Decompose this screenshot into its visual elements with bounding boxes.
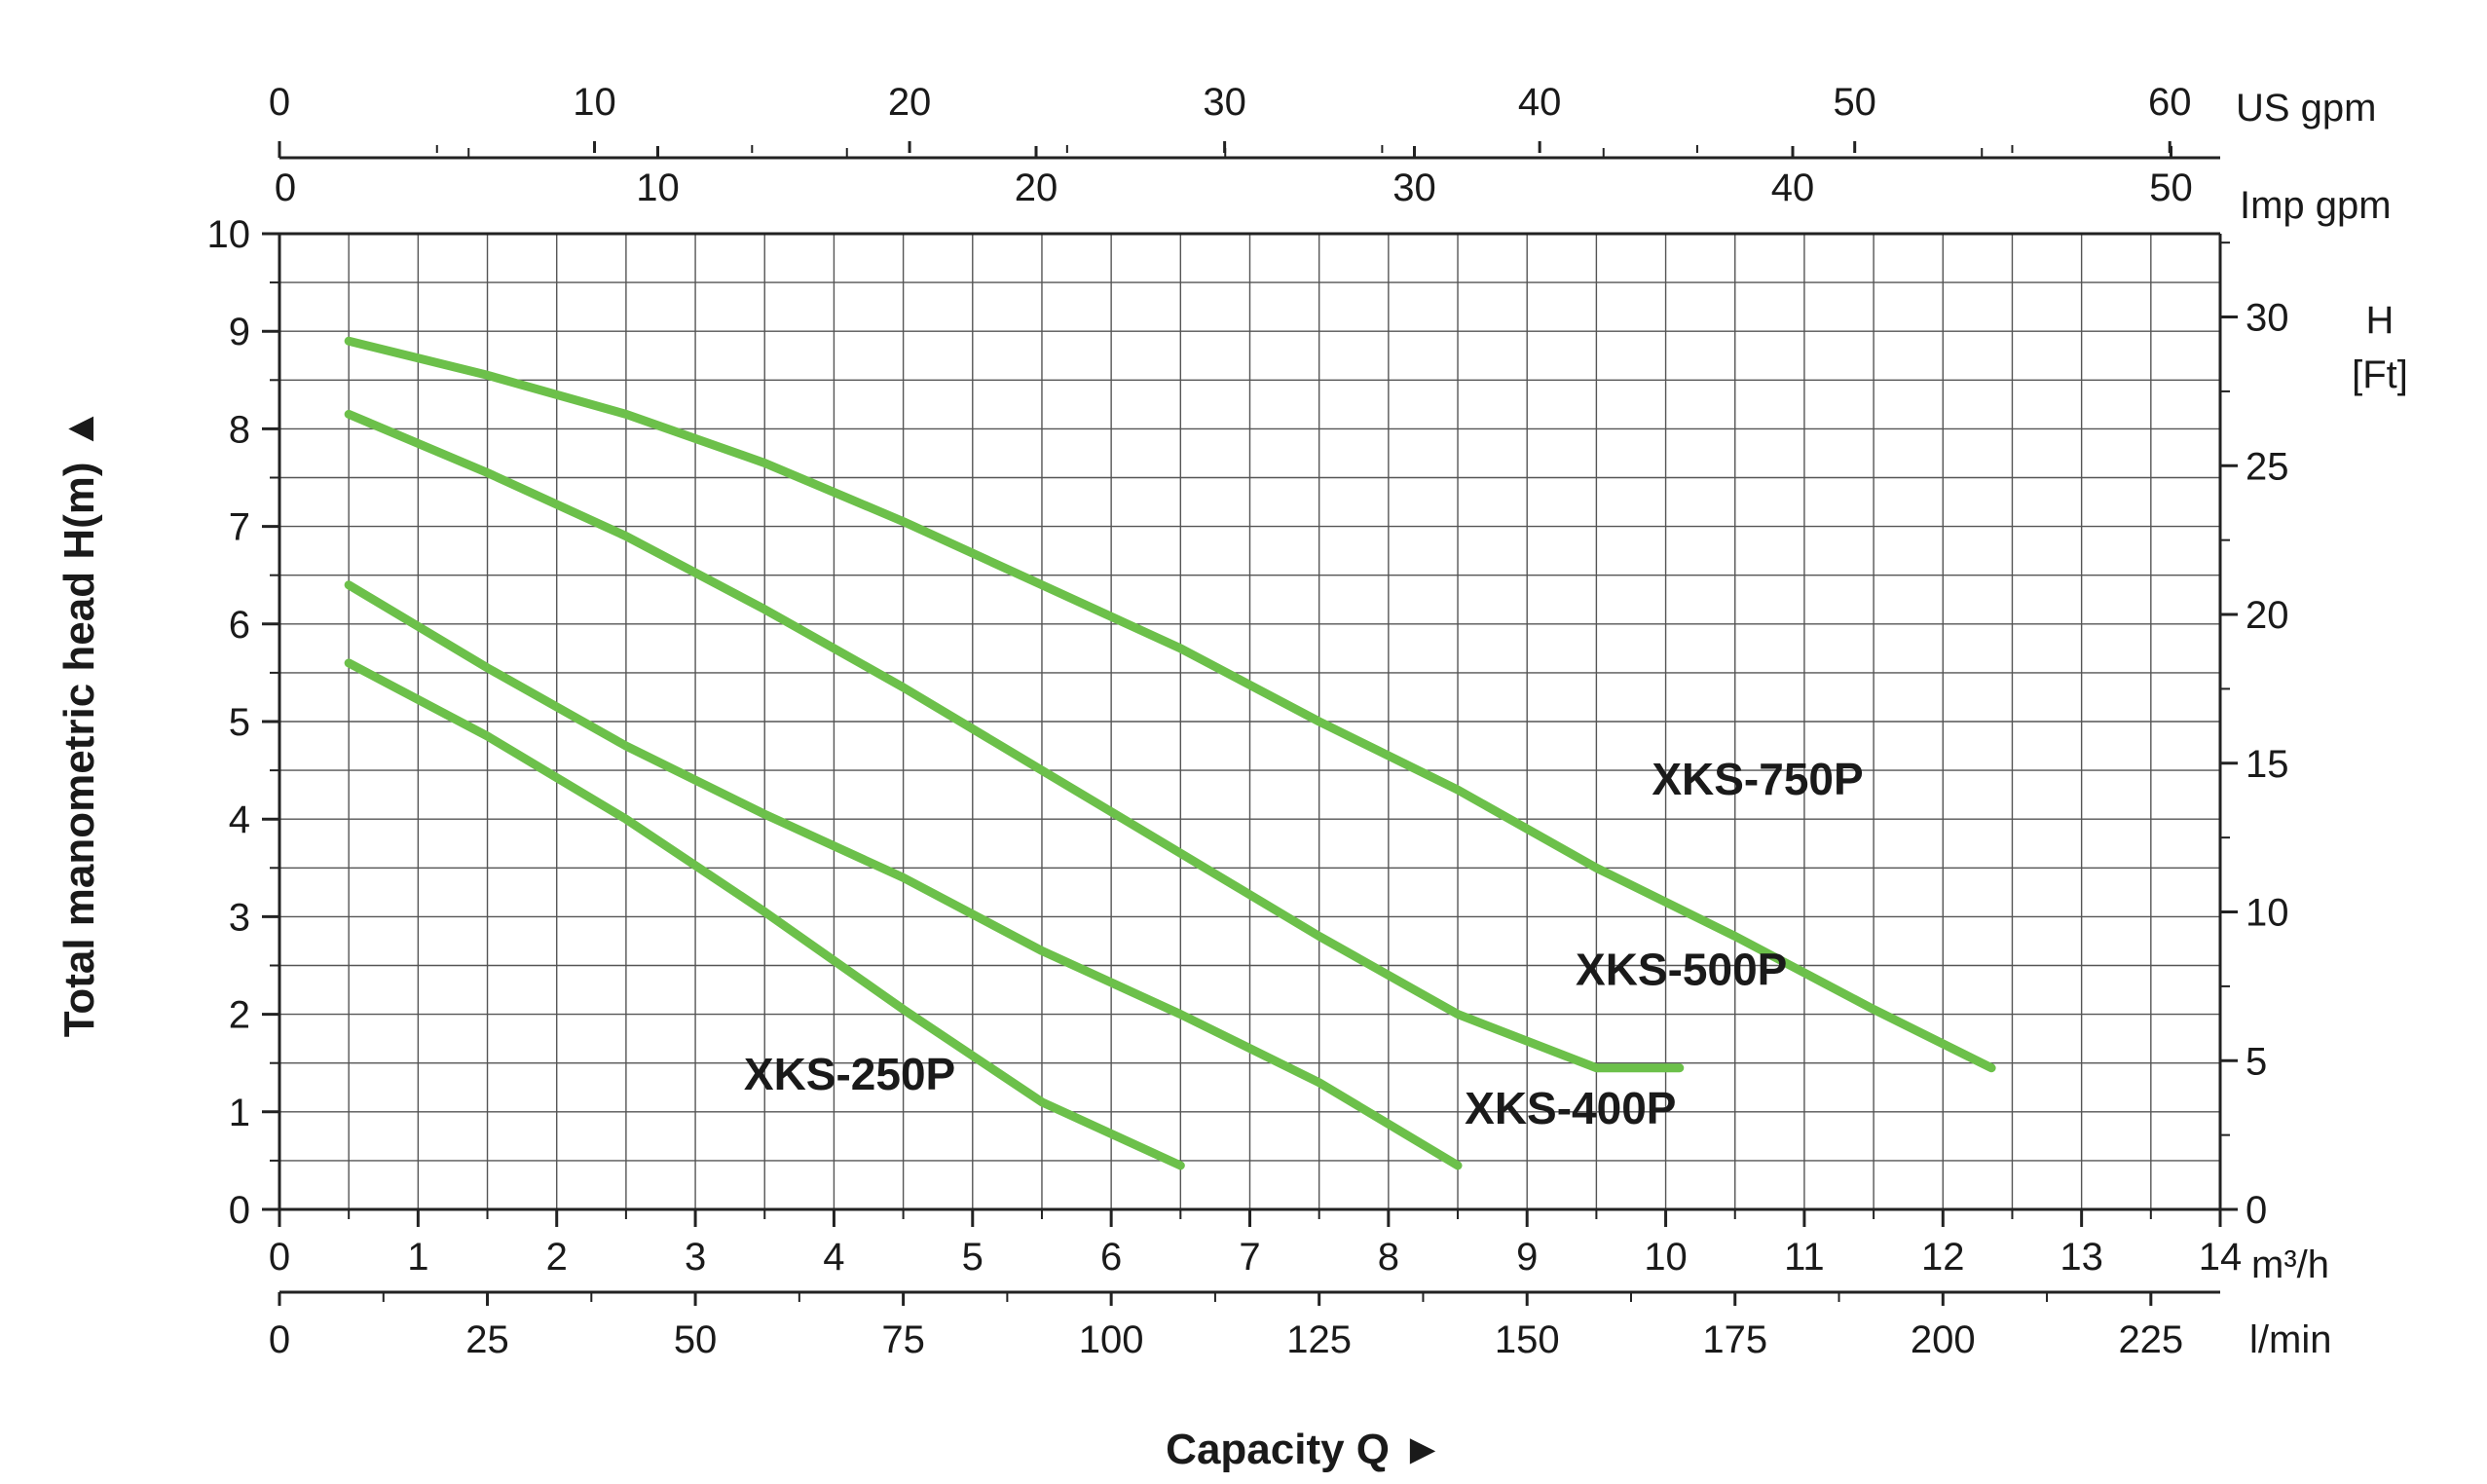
x-tick-label: 4 [823,1236,844,1279]
label-xks-400p: XKS-400P [1465,1083,1676,1133]
lpm-tick-label: 25 [465,1318,509,1361]
y-tick-label: 3 [229,896,250,939]
us-gpm-tick-label: 40 [1518,81,1562,124]
us-gpm-tick-label: 50 [1833,81,1876,124]
curve-xks-500p [344,409,1685,1073]
grid-lines [279,234,2220,1209]
lpm-tick-label: 100 [1079,1318,1144,1361]
us-gpm-tick-label: 0 [269,81,290,124]
lpm-tick-label: 125 [1286,1318,1352,1361]
lpm-tick-label: 225 [2118,1318,2183,1361]
x-tick-label: 12 [1921,1236,1965,1279]
us-gpm-unit-label: US gpm [2236,87,2377,130]
ft-tick-label: 30 [2246,297,2289,340]
x-axis-title: Capacity Q ► [1166,1426,1444,1473]
us-gpm-tick-label: 30 [1203,81,1246,124]
x-tick-label: 14 [2199,1236,2243,1279]
ft-tick-label: 15 [2246,743,2289,786]
x-tick-label: 10 [1644,1236,1688,1279]
ft-tick-label: 5 [2246,1040,2267,1083]
lpm-tick-label: 50 [674,1318,718,1361]
imp-gpm-tick-label: 0 [275,167,296,209]
lpm-tick-label: 150 [1495,1318,1560,1361]
ft-tick-label: 0 [2246,1189,2267,1232]
y-tick-label: 0 [229,1189,250,1232]
chart-labels: Capacity Q ► Total manometric head H(m) ▲… [56,408,1864,1473]
label-xks-250p: XKS-250P [744,1049,955,1099]
x-tick-label: 3 [685,1236,706,1279]
lpm-tick-label: 75 [881,1318,925,1361]
ft-tick-label: 25 [2246,445,2289,488]
imp-gpm-tick-label: 10 [636,167,680,209]
ft-tick-label: 20 [2246,594,2289,637]
y-tick-label: 1 [229,1092,250,1134]
y-tick-label: 6 [229,604,250,647]
imp-gpm-tick-label: 40 [1771,167,1815,209]
y-tick-label: 8 [229,408,250,451]
curve-xks-250p [344,658,1185,1170]
x-tick-label: 1 [407,1236,428,1279]
label-xks-750p: XKS-750P [1652,754,1863,804]
lpm-tick-label: 175 [1702,1318,1767,1361]
ft-unit-label-line1: H [2366,299,2394,342]
us-gpm-tick-label: 60 [2148,81,2192,124]
x-tick-label: 8 [1378,1236,1399,1279]
series-curves [344,336,1996,1170]
us-gpm-tick-label: 10 [573,81,616,124]
x-tick-label: 0 [269,1236,290,1279]
x-tick-label: 7 [1239,1236,1260,1279]
lpm-tick-label: 0 [269,1318,290,1361]
y-tick-label: 7 [229,506,250,549]
ft-tick-label: 10 [2246,892,2289,935]
curve-xks-400p [344,580,1463,1170]
us-gpm-tick-label: 20 [888,81,932,124]
lpm-unit-label: l/min [2249,1318,2331,1361]
x-tick-label: 6 [1100,1236,1122,1279]
y-tick-label: 4 [229,798,250,841]
y-tick-label: 2 [229,994,250,1037]
y-axis-title: Total manometric head H(m) ▲ [56,408,103,1038]
imp-gpm-unit-label: Imp gpm [2240,184,2392,227]
x-tick-label: 11 [1784,1236,1825,1279]
ft-unit-label-line2: [Ft] [2352,353,2408,396]
label-xks-500p: XKS-500P [1576,945,1787,995]
y-tick-label: 9 [229,311,250,353]
imp-gpm-tick-label: 30 [1392,167,1436,209]
x-tick-label: 2 [546,1236,568,1279]
x-tick-label: 9 [1516,1236,1538,1279]
x-tick-label: 13 [2060,1236,2103,1279]
imp-gpm-tick-label: 20 [1015,167,1058,209]
imp-gpm-tick-label: 50 [2149,167,2193,209]
y-tick-label: 5 [229,701,250,744]
lpm-tick-label: 200 [1911,1318,1976,1361]
x-tick-label: 5 [962,1236,984,1279]
y-tick-label: 10 [207,213,251,256]
x-unit-label: m³/h [2251,1243,2329,1286]
curve-xks-750p [344,336,1996,1073]
